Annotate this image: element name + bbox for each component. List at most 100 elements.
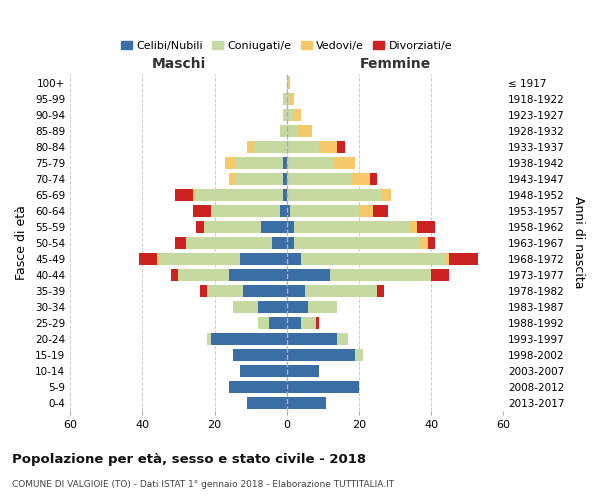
- Bar: [294, 220, 410, 232]
- Bar: [301, 252, 446, 265]
- Bar: [410, 220, 417, 232]
- Bar: [233, 301, 258, 313]
- Bar: [287, 140, 319, 152]
- Bar: [305, 285, 377, 297]
- Bar: [287, 92, 290, 104]
- Bar: [193, 188, 196, 200]
- Bar: [196, 188, 283, 200]
- Bar: [290, 92, 294, 104]
- Bar: [287, 188, 380, 200]
- Bar: [370, 172, 377, 184]
- Bar: [193, 204, 211, 216]
- Text: Femmine: Femmine: [359, 58, 431, 71]
- Bar: [449, 252, 478, 265]
- Bar: [421, 236, 428, 248]
- Bar: [337, 140, 344, 152]
- Bar: [287, 204, 290, 216]
- Bar: [287, 397, 326, 409]
- Bar: [280, 204, 287, 216]
- Bar: [200, 285, 207, 297]
- Bar: [294, 108, 301, 120]
- Bar: [298, 124, 312, 136]
- Bar: [431, 269, 449, 281]
- Bar: [446, 252, 449, 265]
- Bar: [160, 252, 240, 265]
- Bar: [283, 156, 287, 168]
- Bar: [287, 349, 355, 361]
- Text: COMUNE DI VALGIOIE (TO) - Dati ISTAT 1° gennaio 2018 - Elaborazione TUTTITALIA.I: COMUNE DI VALGIOIE (TO) - Dati ISTAT 1° …: [12, 480, 394, 489]
- Y-axis label: Anni di nascita: Anni di nascita: [572, 196, 585, 289]
- Bar: [283, 188, 287, 200]
- Bar: [254, 140, 287, 152]
- Bar: [283, 108, 287, 120]
- Bar: [247, 140, 254, 152]
- Y-axis label: Fasce di età: Fasce di età: [15, 206, 28, 280]
- Bar: [290, 204, 359, 216]
- Bar: [207, 285, 244, 297]
- Bar: [157, 252, 160, 265]
- Bar: [359, 204, 373, 216]
- Bar: [287, 365, 319, 377]
- Bar: [428, 236, 435, 248]
- Bar: [319, 140, 337, 152]
- Bar: [258, 301, 287, 313]
- Bar: [377, 285, 384, 297]
- Bar: [355, 349, 362, 361]
- Bar: [287, 124, 298, 136]
- Bar: [236, 172, 283, 184]
- Bar: [258, 317, 269, 329]
- Bar: [283, 172, 287, 184]
- Bar: [308, 301, 337, 313]
- Bar: [175, 236, 185, 248]
- Bar: [294, 236, 421, 248]
- Bar: [334, 156, 355, 168]
- Bar: [229, 269, 287, 281]
- Bar: [247, 397, 287, 409]
- Bar: [287, 156, 334, 168]
- Bar: [236, 156, 283, 168]
- Bar: [287, 76, 290, 88]
- Bar: [373, 204, 388, 216]
- Bar: [287, 252, 301, 265]
- Bar: [287, 220, 294, 232]
- Bar: [229, 172, 236, 184]
- Bar: [240, 252, 287, 265]
- Bar: [283, 92, 287, 104]
- Bar: [196, 220, 203, 232]
- Bar: [178, 269, 229, 281]
- Bar: [352, 172, 370, 184]
- Bar: [211, 204, 280, 216]
- Bar: [171, 269, 178, 281]
- Bar: [185, 236, 272, 248]
- Bar: [203, 220, 262, 232]
- Bar: [287, 108, 294, 120]
- Bar: [301, 317, 316, 329]
- Bar: [287, 269, 330, 281]
- Bar: [229, 381, 287, 393]
- Legend: Celibi/Nubili, Coniugati/e, Vedovi/e, Divorziati/e: Celibi/Nubili, Coniugati/e, Vedovi/e, Di…: [117, 36, 457, 55]
- Bar: [244, 285, 287, 297]
- Bar: [287, 285, 305, 297]
- Bar: [330, 269, 431, 281]
- Bar: [233, 349, 287, 361]
- Text: Maschi: Maschi: [151, 58, 206, 71]
- Bar: [287, 317, 301, 329]
- Bar: [269, 317, 287, 329]
- Bar: [287, 301, 308, 313]
- Bar: [175, 188, 193, 200]
- Bar: [287, 333, 337, 345]
- Bar: [207, 333, 211, 345]
- Bar: [262, 220, 287, 232]
- Bar: [287, 236, 294, 248]
- Bar: [240, 365, 287, 377]
- Bar: [226, 156, 236, 168]
- Bar: [316, 317, 319, 329]
- Bar: [139, 252, 157, 265]
- Bar: [380, 188, 391, 200]
- Bar: [211, 333, 287, 345]
- Bar: [287, 381, 359, 393]
- Bar: [280, 124, 287, 136]
- Bar: [337, 333, 348, 345]
- Bar: [272, 236, 287, 248]
- Bar: [287, 172, 352, 184]
